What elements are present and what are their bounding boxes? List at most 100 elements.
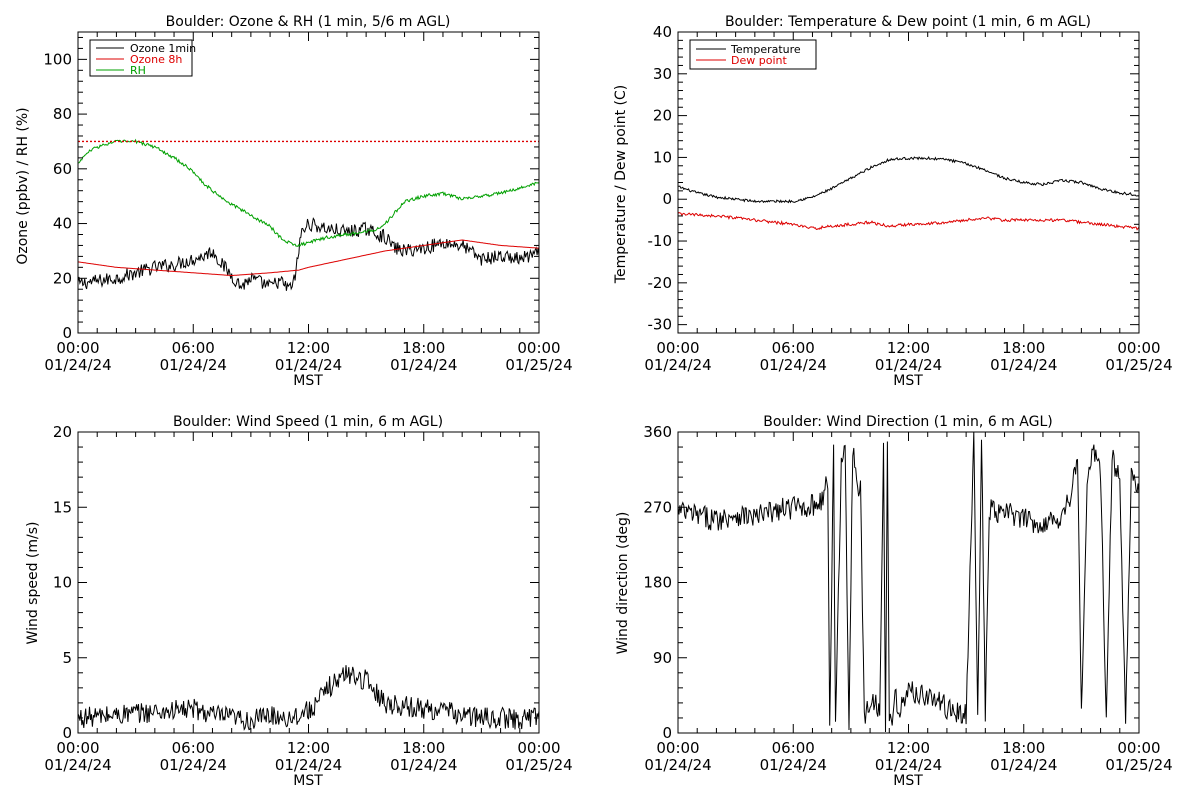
y-tick-label: 0 [662,724,672,742]
legend-box [689,39,817,70]
x-tick-date-label: 01/24/24 [160,356,227,374]
legend-label-temperature: Temperature [730,43,801,56]
y-tick-label: 360 [643,423,672,441]
y-tick-label: 40 [53,215,72,233]
series-line-ozone-8h [78,239,539,276]
wind-speed-title: Boulder: Wind Speed (1 min, 6 m AGL) [173,414,443,430]
x-tick-date-label: 01/24/24 [275,756,342,774]
x-tick-time-label: 00:00 [1117,339,1160,357]
x-tick-time-label: 12:00 [287,339,330,357]
wind-direction-panel: Boulder: Wind Direction (1 min, 6 m AGL)… [615,414,1173,789]
temperature-ylabel: Temperature / Dew point (C) [613,85,629,284]
temperature-title: Boulder: Temperature & Dew point (1 min,… [725,14,1091,30]
y-tick-label: 40 [653,23,672,41]
x-tick-date-label: 01/25/24 [505,756,572,774]
x-tick-time-label: 00:00 [517,739,560,757]
y-tick-label: 60 [53,160,72,178]
y-tick-label: -10 [648,232,673,250]
plot-frame [77,431,540,734]
wind-direction-xlabel: MST [893,773,923,789]
x-tick-date-label: 01/24/24 [644,756,711,774]
wind-speed-panel: Boulder: Wind Speed (1 min, 6 m AGL) MST… [25,414,573,789]
temperature-xlabel: MST [893,373,923,389]
wind-direction-title: Boulder: Wind Direction (1 min, 6 m AGL) [763,414,1052,430]
wind-speed-ylabel: Wind speed (m/s) [25,522,41,645]
x-tick-date-label: 01/24/24 [44,356,111,374]
plot-frame [677,31,1140,334]
x-tick-time-label: 18:00 [1002,739,1045,757]
y-tick-label: 20 [653,107,672,125]
x-tick-time-label: 00:00 [517,339,560,357]
x-tick-date-label: 01/25/24 [1105,356,1172,374]
series-line-temperature [678,156,1139,204]
legend-label-dew-point: Dew point [731,54,787,67]
x-tick-date-label: 01/24/24 [390,356,457,374]
x-tick-time-label: 00:00 [56,339,99,357]
y-tick-label: -20 [648,274,673,292]
x-tick-time-label: 12:00 [287,739,330,757]
y-tick-label: -30 [648,316,673,334]
series-line-rh [78,138,539,248]
x-tick-date-label: 01/24/24 [160,756,227,774]
y-tick-label: 0 [662,190,672,208]
x-tick-time-label: 12:00 [887,739,930,757]
y-tick-label: 180 [643,574,672,592]
x-tick-date-label: 01/25/24 [505,356,572,374]
y-tick-label: 10 [653,148,672,166]
ozone-rh-panel: Boulder: Ozone & RH (1 min, 5/6 m AGL) M… [15,14,573,389]
legend-label-ozone-8h: Ozone 8h [130,53,182,66]
y-tick-label: 20 [53,423,72,441]
x-tick-date-label: 01/24/24 [644,356,711,374]
series-line-ozone-1min [78,217,539,291]
x-tick-time-label: 00:00 [1117,739,1160,757]
x-tick-time-label: 00:00 [656,339,699,357]
x-tick-date-label: 01/24/24 [275,356,342,374]
x-tick-time-label: 18:00 [402,739,445,757]
x-tick-date-label: 01/24/24 [760,756,827,774]
y-tick-label: 15 [53,498,72,516]
wind-speed-xlabel: MST [293,773,323,789]
y-tick-label: 270 [643,498,672,516]
legend-box [89,39,193,77]
x-tick-time-label: 06:00 [772,739,815,757]
y-tick-label: 80 [53,105,72,123]
y-tick-label: 20 [53,269,72,287]
x-tick-date-label: 01/24/24 [990,356,1057,374]
x-tick-time-label: 00:00 [656,739,699,757]
ozone-rh-ylabel: Ozone (ppbv) / RH (%) [15,107,31,264]
y-tick-label: 90 [653,649,672,667]
x-tick-date-label: 01/24/24 [760,356,827,374]
y-tick-label: 10 [53,574,72,592]
x-tick-date-label: 01/24/24 [44,756,111,774]
series-line-data-0 [78,665,539,731]
x-tick-time-label: 06:00 [772,339,815,357]
x-tick-date-label: 01/24/24 [990,756,1057,774]
plot-frame [77,31,540,334]
series-line-data-0 [678,432,1139,733]
x-tick-time-label: 18:00 [1002,339,1045,357]
x-tick-time-label: 06:00 [172,339,215,357]
y-tick-label: 0 [62,324,72,342]
y-tick-label: 30 [653,65,672,83]
series-line-dew-point [678,212,1139,231]
ozone-rh-legend: Ozone 1min Ozone 8h RH [89,39,196,77]
ozone-rh-title: Boulder: Ozone & RH (1 min, 5/6 m AGL) [166,14,451,30]
x-tick-date-label: 01/24/24 [390,756,457,774]
x-tick-time-label: 06:00 [172,739,215,757]
y-tick-label: 0 [62,724,72,742]
y-tick-label: 5 [62,649,72,667]
ozone-rh-xlabel: MST [293,373,323,389]
x-tick-date-label: 01/24/24 [875,356,942,374]
y-tick-label: 100 [43,50,72,68]
legend-label-rh: RH [130,64,146,77]
x-tick-date-label: 01/24/24 [875,756,942,774]
x-tick-time-label: 12:00 [887,339,930,357]
temperature-legend: Temperature Dew point [689,39,817,70]
legend-label-ozone-1min: Ozone 1min [130,42,196,55]
x-tick-time-label: 18:00 [402,339,445,357]
x-tick-date-label: 01/25/24 [1105,756,1172,774]
x-tick-time-label: 00:00 [56,739,99,757]
wind-direction-ylabel: Wind direction (deg) [615,512,631,655]
temperature-dewpoint-panel: Boulder: Temperature & Dew point (1 min,… [613,14,1173,389]
